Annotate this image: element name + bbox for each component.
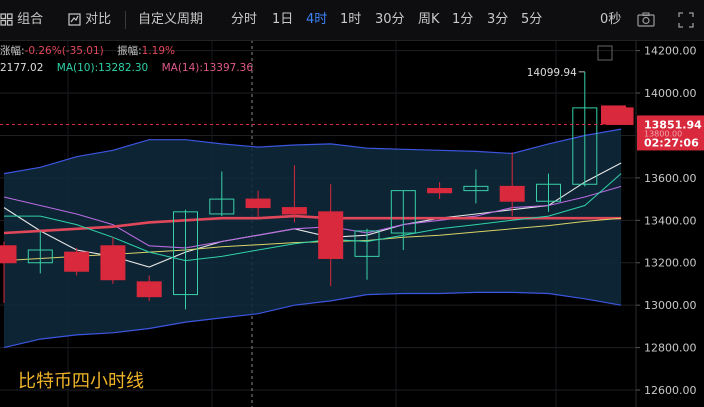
custom-period-button[interactable]: 自定义周期 [138, 12, 204, 27]
band-upper-line [3, 128, 622, 175]
chart-toolbar: 组合 对比 自定义周期 分时 1日 4时 1时 30分 周K 1分 3分 5分 … [0, 0, 704, 41]
current-price-value: 13851.94 [644, 118, 702, 131]
price-axis-label: 12600.00 [644, 384, 697, 397]
candle-body [100, 245, 126, 281]
compare-icon [68, 13, 81, 26]
period-tab-weekly[interactable]: 周K [418, 12, 440, 27]
candle-body [27, 249, 53, 264]
period-tab-3m[interactable]: 3分 [487, 12, 509, 27]
candle-body [318, 211, 344, 260]
combo-button[interactable]: 组合 [0, 0, 43, 40]
period-tab-fenshi[interactable]: 分时 [231, 12, 258, 27]
last-candle-highlight [601, 105, 626, 125]
current-price-tag [637, 115, 704, 151]
candle-body [173, 211, 198, 296]
candle-body [281, 207, 307, 215]
candle-body [354, 230, 380, 257]
candle-body [209, 198, 235, 215]
price-axis-label: 13200.00 [644, 257, 697, 270]
change-label: 涨幅: [0, 45, 25, 57]
compare-label: 对比 [85, 12, 112, 27]
candle-body [572, 107, 598, 185]
fullscreen-icon [678, 11, 694, 28]
ma5-value: 2177.02 [0, 62, 44, 74]
price-axis-label: 13400.00 [644, 214, 697, 227]
period-tab-1d[interactable]: 1日 [272, 12, 294, 27]
candle-body [0, 245, 17, 264]
hidden-price-label: 13800.00 [644, 129, 682, 138]
candle-body [136, 281, 162, 298]
amplitude-label: 振幅: [117, 45, 142, 57]
ma10-label: MA(10): [56, 62, 99, 74]
ma14-value: 13397.36 [202, 62, 254, 74]
candle-body [427, 187, 453, 194]
candle-body [499, 185, 525, 202]
amplitude-value: 1.19% [141, 45, 175, 57]
period-tab-5m[interactable]: 5分 [521, 12, 543, 27]
candle-body [536, 183, 561, 202]
ma-purple-line [3, 185, 622, 249]
camera-icon [637, 12, 655, 27]
ma10-value: 13282.30 [98, 62, 149, 74]
compare-button[interactable]: 对比 [68, 0, 111, 40]
ma-red-line [3, 214, 622, 235]
indicator-row-ma: 2177.02 MA(10):13282.30 MA(14):13397.36 [0, 62, 253, 74]
period-tab-30m[interactable]: 30分 [375, 12, 405, 27]
price-axis-label: 13000.00 [644, 299, 697, 312]
candle-body [463, 185, 489, 192]
band-lower-line [3, 291, 622, 349]
price-axis-label: 13600.00 [644, 172, 697, 185]
combo-label: 组合 [17, 12, 44, 27]
period-tab-4h[interactable]: 4时 [306, 12, 328, 27]
price-axis-label: 14200.00 [644, 45, 697, 58]
candle-body [64, 251, 90, 272]
ma14-label: MA(14): [161, 62, 203, 74]
fullscreen-button[interactable] [678, 0, 694, 40]
grid-icon [0, 13, 13, 26]
toolbar-divider [125, 11, 126, 29]
countdown-seconds: 0秒 [600, 12, 622, 27]
bollinger-band-fill [4, 129, 622, 348]
period-tab-1h[interactable]: 1时 [340, 12, 362, 27]
indicator-row-change: 涨幅:-0.26%(-35.01) 振幅:1.19% [0, 43, 175, 58]
chart-watermark: 比特币四小时线 [18, 371, 144, 392]
candle-body [390, 190, 416, 234]
high-price-label: 14099.94 [527, 67, 577, 79]
screenshot-button[interactable] [637, 0, 655, 40]
candle-body [245, 198, 271, 209]
change-value: -0.26%(-35.01) [24, 45, 104, 57]
price-axis-label: 12800.00 [644, 342, 697, 355]
price-countdown: 02:27:06 [644, 136, 699, 149]
period-tab-1m[interactable]: 1分 [452, 12, 474, 27]
price-axis-bg [636, 40, 704, 407]
ma-green-line [4, 173, 622, 262]
expand-chart-icon [597, 45, 613, 61]
price-axis-label: 14000.00 [644, 87, 697, 100]
